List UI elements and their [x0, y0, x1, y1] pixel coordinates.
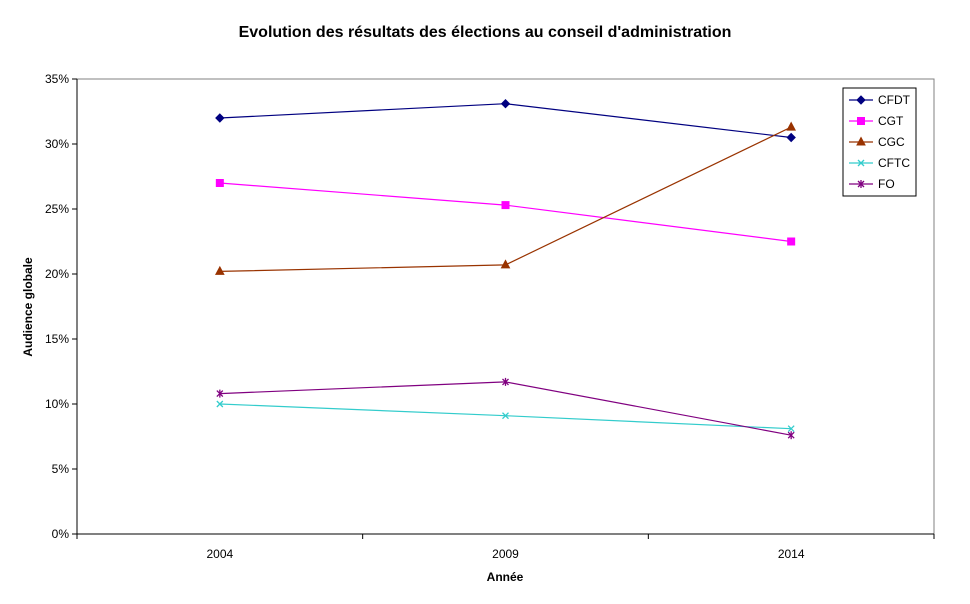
data-point-cfdt: [215, 113, 225, 123]
series-line-cfdt: [219, 103, 792, 139]
data-point-cgc: [786, 121, 797, 131]
y-tick-label: 0%: [52, 527, 70, 541]
legend-item-cftc: CFTC: [849, 156, 910, 170]
series-cgc: [214, 121, 797, 275]
legend-marker: [856, 136, 866, 146]
data-point-cgt: [787, 237, 796, 246]
x-tick-label: 2014: [778, 547, 805, 561]
chart-title: Evolution des résultats des élections au…: [239, 24, 732, 41]
legend-item-cfdt: CFDT: [849, 93, 911, 107]
x-axis-title: Année: [487, 570, 524, 584]
plot-area: [76, 78, 935, 535]
marker-stroke: [857, 159, 865, 167]
legend-marker: [857, 159, 865, 167]
legend-item-fo: FO: [849, 177, 895, 191]
data-point-fo: [216, 389, 224, 398]
legend-item-cgc: CGC: [849, 135, 905, 149]
data-point-cftc: [787, 425, 795, 433]
x-tick-label: 2004: [206, 547, 233, 561]
series-line-cgc: [219, 126, 792, 272]
series-cfdt: [215, 98, 796, 143]
marker-stroke: [502, 412, 509, 420]
data-point-cgc: [214, 265, 225, 275]
data-point-fo: [502, 377, 509, 386]
series-line-cgt: [219, 182, 792, 243]
series-cftc: [216, 400, 795, 433]
legend-label: CGT: [878, 114, 904, 128]
y-tick-label: 35%: [45, 72, 69, 86]
series-cgt: [215, 179, 796, 246]
series-fo: [216, 377, 795, 440]
data-point-cftc: [502, 412, 509, 420]
data-point-cgc: [500, 259, 511, 269]
y-tick-label: 30%: [45, 137, 69, 151]
data-point-fo: [787, 431, 795, 440]
axes: 0% 5% 10% 15% 20% 25% 30% 35% 2004 2009 2014: [45, 72, 935, 561]
y-tick-label: 10%: [45, 397, 69, 411]
y-tick-label: 15%: [45, 332, 69, 346]
legend-label: FO: [878, 177, 895, 191]
legend-item-cgt: CGT: [849, 114, 904, 128]
data-point-cftc: [216, 400, 224, 408]
legend-label: CFDT: [878, 93, 911, 107]
series-layer: [214, 98, 797, 440]
legend-label: CGC: [878, 135, 905, 149]
legend-label: CFTC: [878, 156, 910, 170]
legend: CFDT CGT CGC CFTC FO: [842, 87, 917, 197]
data-point-cfdt: [500, 98, 511, 109]
legend-marker: [856, 95, 866, 105]
legend-marker: [857, 180, 865, 188]
y-axis-title: Audience globale: [21, 257, 35, 357]
data-point-cgt: [501, 201, 510, 210]
marker-stroke: [216, 400, 224, 408]
y-tick-label: 25%: [45, 202, 69, 216]
y-tick-label: 5%: [52, 462, 70, 476]
x-tick-label: 2009: [492, 547, 519, 561]
data-point-cgt: [215, 179, 224, 187]
marker-stroke: [787, 425, 795, 433]
legend-marker: [857, 117, 865, 125]
series-line-fo: [219, 381, 792, 436]
y-tick-label: 20%: [45, 267, 69, 281]
data-point-cfdt: [786, 132, 796, 143]
